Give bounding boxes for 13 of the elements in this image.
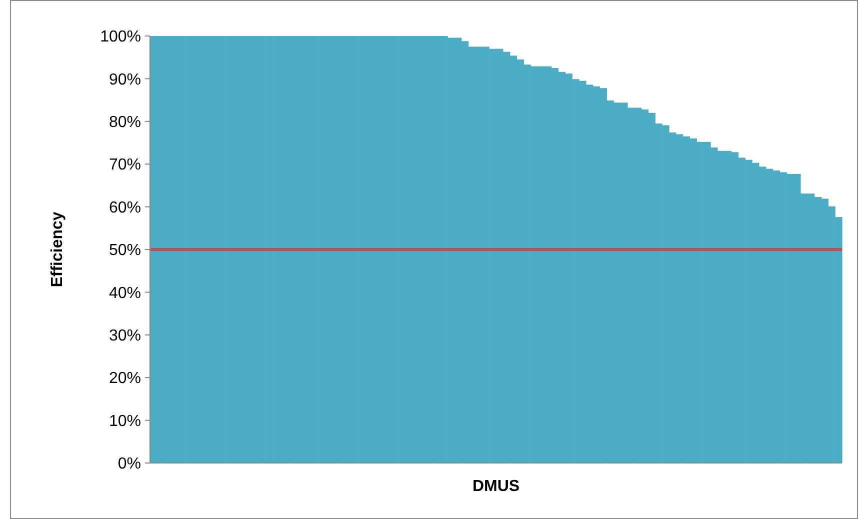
y-tick-label: 50%: [108, 242, 141, 260]
y-tick-label: 60%: [108, 199, 141, 216]
y-tick-label: 70%: [108, 156, 141, 174]
y-axis-title: Efficiency: [49, 212, 66, 288]
y-tick-label: 30%: [108, 328, 141, 344]
y-tick-label: 40%: [108, 284, 141, 302]
y-tick-label: 80%: [108, 114, 141, 131]
y-tick-label: 10%: [108, 412, 141, 430]
y-tick-label: 0%: [118, 456, 141, 473]
y-tick-label: 20%: [108, 370, 141, 388]
x-axis-title: DMUS: [472, 478, 520, 495]
y-tick-label: 100%: [100, 28, 141, 46]
y-tick-label: 90%: [108, 71, 141, 88]
